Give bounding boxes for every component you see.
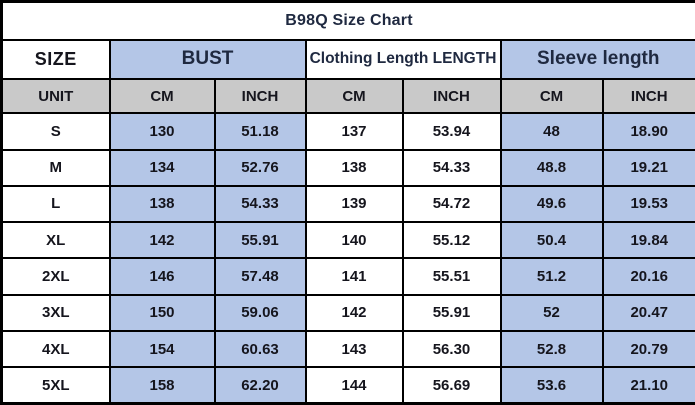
sleeve-cm-value: 48.8 [499, 148, 604, 187]
bust-inch-value: 54.33 [213, 184, 307, 224]
clothing-cm-value: 141 [304, 257, 404, 296]
sleeve-cm-value: 53.6 [499, 366, 604, 405]
sleeve-cm-value: 49.6 [499, 184, 604, 224]
sleeve-inch-value: 20.16 [601, 257, 695, 296]
bust-cm-value: 158 [108, 366, 216, 405]
table-row-xl: XL 142 55.91 140 55.12 50.4 19.84 [0, 221, 695, 260]
table-row-l: L 138 54.33 139 54.72 49.6 19.53 [0, 184, 695, 224]
title-row: B98Q Size Chart [0, 0, 695, 41]
chart-title: B98Q Size Chart [0, 0, 695, 41]
bust-inch-value: 60.63 [213, 329, 307, 369]
bust-group-header: BUST [108, 38, 307, 81]
size-label: XL [0, 221, 111, 260]
bust-inch-value: 52.76 [213, 148, 307, 187]
bust-inch-value: 55.91 [213, 221, 307, 260]
bust-cm-value: 146 [108, 257, 216, 296]
clothing-cm-value: 144 [304, 366, 404, 405]
size-column-header: SIZE [0, 38, 111, 81]
bust-cm-value: 138 [108, 184, 216, 224]
clothing-inch-value: 55.12 [401, 221, 502, 260]
table-row-4xl: 4XL 154 60.63 143 56.30 52.8 20.79 [0, 329, 695, 369]
group-header-row: SIZE BUST Clothing Length LENGTH Sleeve … [0, 38, 695, 81]
clothing-length-group-header: Clothing Length LENGTH [304, 38, 502, 81]
bust-cm-value: 150 [108, 293, 216, 332]
bust-inch-value: 57.48 [213, 257, 307, 296]
sleeve-inch-value: 19.84 [601, 221, 695, 260]
clothing-inch-unit: INCH [401, 78, 502, 115]
clothing-inch-value: 54.72 [401, 184, 502, 224]
clothing-inch-value: 56.30 [401, 329, 502, 369]
size-label: 4XL [0, 329, 111, 369]
table-row-5xl: 5XL 158 62.20 144 56.69 53.6 21.10 [0, 366, 695, 405]
bust-inch-value: 51.18 [213, 112, 307, 151]
sleeve-cm-value: 50.4 [499, 221, 604, 260]
bust-inch-unit: INCH [213, 78, 307, 115]
size-label: L [0, 184, 111, 224]
bust-cm-value: 130 [108, 112, 216, 151]
bust-cm-value: 142 [108, 221, 216, 260]
clothing-cm-unit: CM [304, 78, 404, 115]
clothing-inch-value: 53.94 [401, 112, 502, 151]
size-label: M [0, 148, 111, 187]
size-label: 5XL [0, 366, 111, 405]
sleeve-cm-value: 52 [499, 293, 604, 332]
bust-cm-value: 134 [108, 148, 216, 187]
clothing-inch-value: 56.69 [401, 366, 502, 405]
table-row-s: S 130 51.18 137 53.94 48 18.90 [0, 112, 695, 151]
sleeve-inch-value: 19.21 [601, 148, 695, 187]
clothing-cm-value: 142 [304, 293, 404, 332]
sleeve-inch-value: 20.47 [601, 293, 695, 332]
sleeve-length-group-header: Sleeve length [499, 38, 695, 81]
clothing-cm-value: 137 [304, 112, 404, 151]
bust-cm-value: 154 [108, 329, 216, 369]
table-row-2xl: 2XL 146 57.48 141 55.51 51.2 20.16 [0, 257, 695, 296]
bust-cm-unit: CM [108, 78, 216, 115]
clothing-cm-value: 140 [304, 221, 404, 260]
sleeve-cm-value: 48 [499, 112, 604, 151]
sleeve-cm-value: 51.2 [499, 257, 604, 296]
table-row-3xl: 3XL 150 59.06 142 55.91 52 20.47 [0, 293, 695, 332]
bust-inch-value: 59.06 [213, 293, 307, 332]
sleeve-inch-unit: INCH [601, 78, 695, 115]
sleeve-cm-value: 52.8 [499, 329, 604, 369]
clothing-inch-value: 55.91 [401, 293, 502, 332]
clothing-inch-value: 55.51 [401, 257, 502, 296]
size-label: 2XL [0, 257, 111, 296]
unit-header: UNIT [0, 78, 111, 115]
clothing-cm-value: 139 [304, 184, 404, 224]
sleeve-cm-unit: CM [499, 78, 604, 115]
clothing-inch-value: 54.33 [401, 148, 502, 187]
bust-inch-value: 62.20 [213, 366, 307, 405]
clothing-cm-value: 143 [304, 329, 404, 369]
sleeve-inch-value: 18.90 [601, 112, 695, 151]
sleeve-inch-value: 19.53 [601, 184, 695, 224]
table-row-m: M 134 52.76 138 54.33 48.8 19.21 [0, 148, 695, 187]
sleeve-inch-value: 20.79 [601, 329, 695, 369]
unit-header-row: UNIT CM INCH CM INCH CM INCH [0, 78, 695, 115]
size-label: 3XL [0, 293, 111, 332]
clothing-cm-value: 138 [304, 148, 404, 187]
size-label: S [0, 112, 111, 151]
sleeve-inch-value: 21.10 [601, 366, 695, 405]
